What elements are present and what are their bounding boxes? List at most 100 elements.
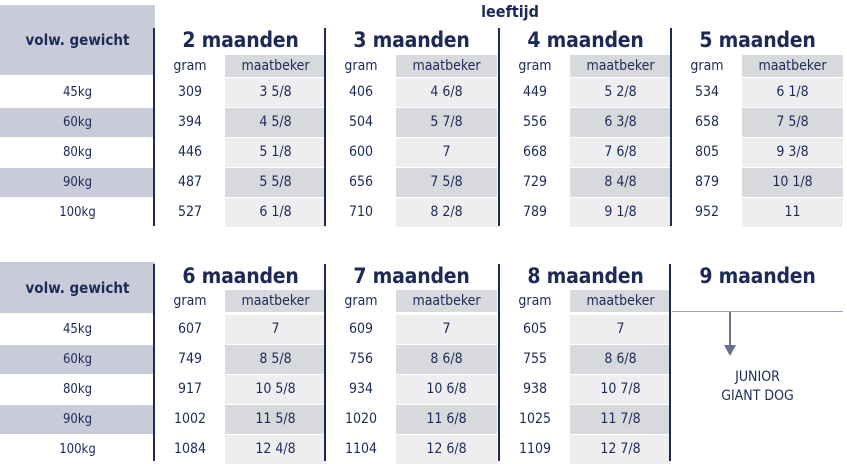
cup-cell: 9 3/8: [742, 138, 843, 167]
cup-cell: 8 5/8: [225, 345, 326, 374]
month-header: 3 maanden: [353, 28, 470, 52]
arrow-line: [729, 312, 731, 346]
month-header: 5 maanden: [699, 28, 816, 52]
gram-header: gram: [690, 58, 724, 74]
weight-label: 90kg: [62, 175, 93, 190]
gram-cell: 710: [348, 204, 374, 220]
cup-cell: 7: [396, 138, 497, 167]
gram-cell: 406: [348, 84, 374, 100]
weight-label: 80kg: [62, 145, 93, 160]
gram-header: gram: [173, 293, 207, 309]
gram-cell: 938: [522, 381, 548, 397]
gram-cell: 394: [177, 114, 203, 130]
cup-cell: 11 7/8: [570, 405, 671, 434]
weight-label: 80kg: [62, 382, 93, 397]
cup-cell: 4 6/8: [396, 78, 497, 107]
month-header: 2 maanden: [182, 28, 299, 52]
arrow-head: [724, 345, 736, 356]
gram-cell: 658: [694, 114, 720, 130]
cup-cell: 7 5/8: [742, 108, 843, 137]
cup-cell: 8 6/8: [570, 345, 671, 374]
gram-cell: 756: [348, 351, 374, 367]
gram-cell: 789: [522, 204, 548, 220]
cup-cell: 4 5/8: [225, 108, 326, 137]
gram-cell: 749: [177, 351, 203, 367]
cup-cell: 11 5/8: [225, 405, 326, 434]
cup-cell: 10 6/8: [396, 375, 497, 404]
cup-cell: 5 7/8: [396, 108, 497, 137]
cup-cell: 12 4/8: [225, 435, 326, 464]
cup-cell: 7: [396, 315, 497, 344]
weight-label: 45kg: [62, 85, 93, 100]
weight-label: 60kg: [62, 115, 93, 130]
age-label: leeftijd: [481, 2, 539, 21]
gram-cell: 609: [348, 321, 374, 337]
gram-cell: 449: [522, 84, 548, 100]
cup-header: maatbeker: [742, 55, 843, 77]
gram-cell: 309: [177, 84, 203, 100]
column-divider: [324, 28, 326, 226]
cup-cell: 10 7/8: [570, 375, 671, 404]
cup-cell: 5 5/8: [225, 168, 326, 197]
cup-cell: 7: [570, 315, 671, 344]
cup-header: maatbeker: [396, 55, 497, 77]
cup-header: maatbeker: [225, 55, 326, 77]
cup-header: maatbeker: [570, 290, 671, 312]
column-divider: [669, 264, 671, 461]
weight-label: 60kg: [62, 352, 93, 367]
weight-row-band: [0, 345, 155, 374]
cup-header: maatbeker: [396, 290, 497, 312]
cup-cell: 8 4/8: [570, 168, 671, 197]
gram-cell: 446: [177, 144, 203, 160]
gram-cell: 1002: [173, 411, 207, 427]
month-header-extra: 9 maanden: [699, 264, 816, 288]
gram-cell: 605: [522, 321, 548, 337]
gram-cell: 656: [348, 174, 374, 190]
column-divider: [670, 28, 672, 226]
cup-cell: 7 6/8: [570, 138, 671, 167]
gram-header: gram: [344, 293, 378, 309]
gram-cell: 607: [177, 321, 203, 337]
gram-cell: 1025: [518, 411, 552, 427]
gram-cell: 934: [348, 381, 374, 397]
cup-header: maatbeker: [570, 55, 671, 77]
month-header: 7 maanden: [353, 264, 470, 288]
weight-label: 90kg: [62, 412, 93, 427]
gram-cell: 952: [694, 204, 720, 220]
gram-cell: 1104: [344, 441, 378, 457]
column-divider: [498, 28, 500, 226]
gram-cell: 527: [177, 204, 203, 220]
cup-cell: 6 3/8: [570, 108, 671, 137]
column-divider: [498, 264, 500, 461]
cup-cell: 11: [742, 198, 843, 227]
gram-cell: 755: [522, 351, 548, 367]
gram-cell: 504: [348, 114, 374, 130]
cup-cell: 5 1/8: [225, 138, 326, 167]
gram-cell: 668: [522, 144, 548, 160]
gram-cell: 917: [177, 381, 203, 397]
gram-cell: 600: [348, 144, 374, 160]
weight-row-band: [0, 168, 155, 197]
cup-cell: 6 1/8: [742, 78, 843, 107]
weight-row-band: [0, 405, 155, 434]
cup-cell: 7 5/8: [396, 168, 497, 197]
cup-cell: 7: [225, 315, 326, 344]
cup-cell: 8 6/8: [396, 345, 497, 374]
cup-cell: 8 2/8: [396, 198, 497, 227]
weight-header-2: volw. gewicht: [0, 262, 155, 313]
weight-label: 45kg: [62, 322, 93, 337]
gram-header: gram: [173, 58, 207, 74]
weight-row-band: [0, 108, 155, 137]
cup-cell: 12 7/8: [570, 435, 671, 464]
junior-label: JUNIOR: [735, 369, 780, 385]
column-divider: [324, 264, 326, 461]
gram-header: gram: [518, 58, 552, 74]
gram-header: gram: [518, 293, 552, 309]
column-divider: [153, 264, 155, 461]
gram-cell: 805: [694, 144, 720, 160]
gram-cell: 1084: [173, 441, 207, 457]
cup-cell: 9 1/8: [570, 198, 671, 227]
weight-label: 100kg: [59, 442, 96, 457]
cup-cell: 10 1/8: [742, 168, 843, 197]
gram-cell: 729: [522, 174, 548, 190]
